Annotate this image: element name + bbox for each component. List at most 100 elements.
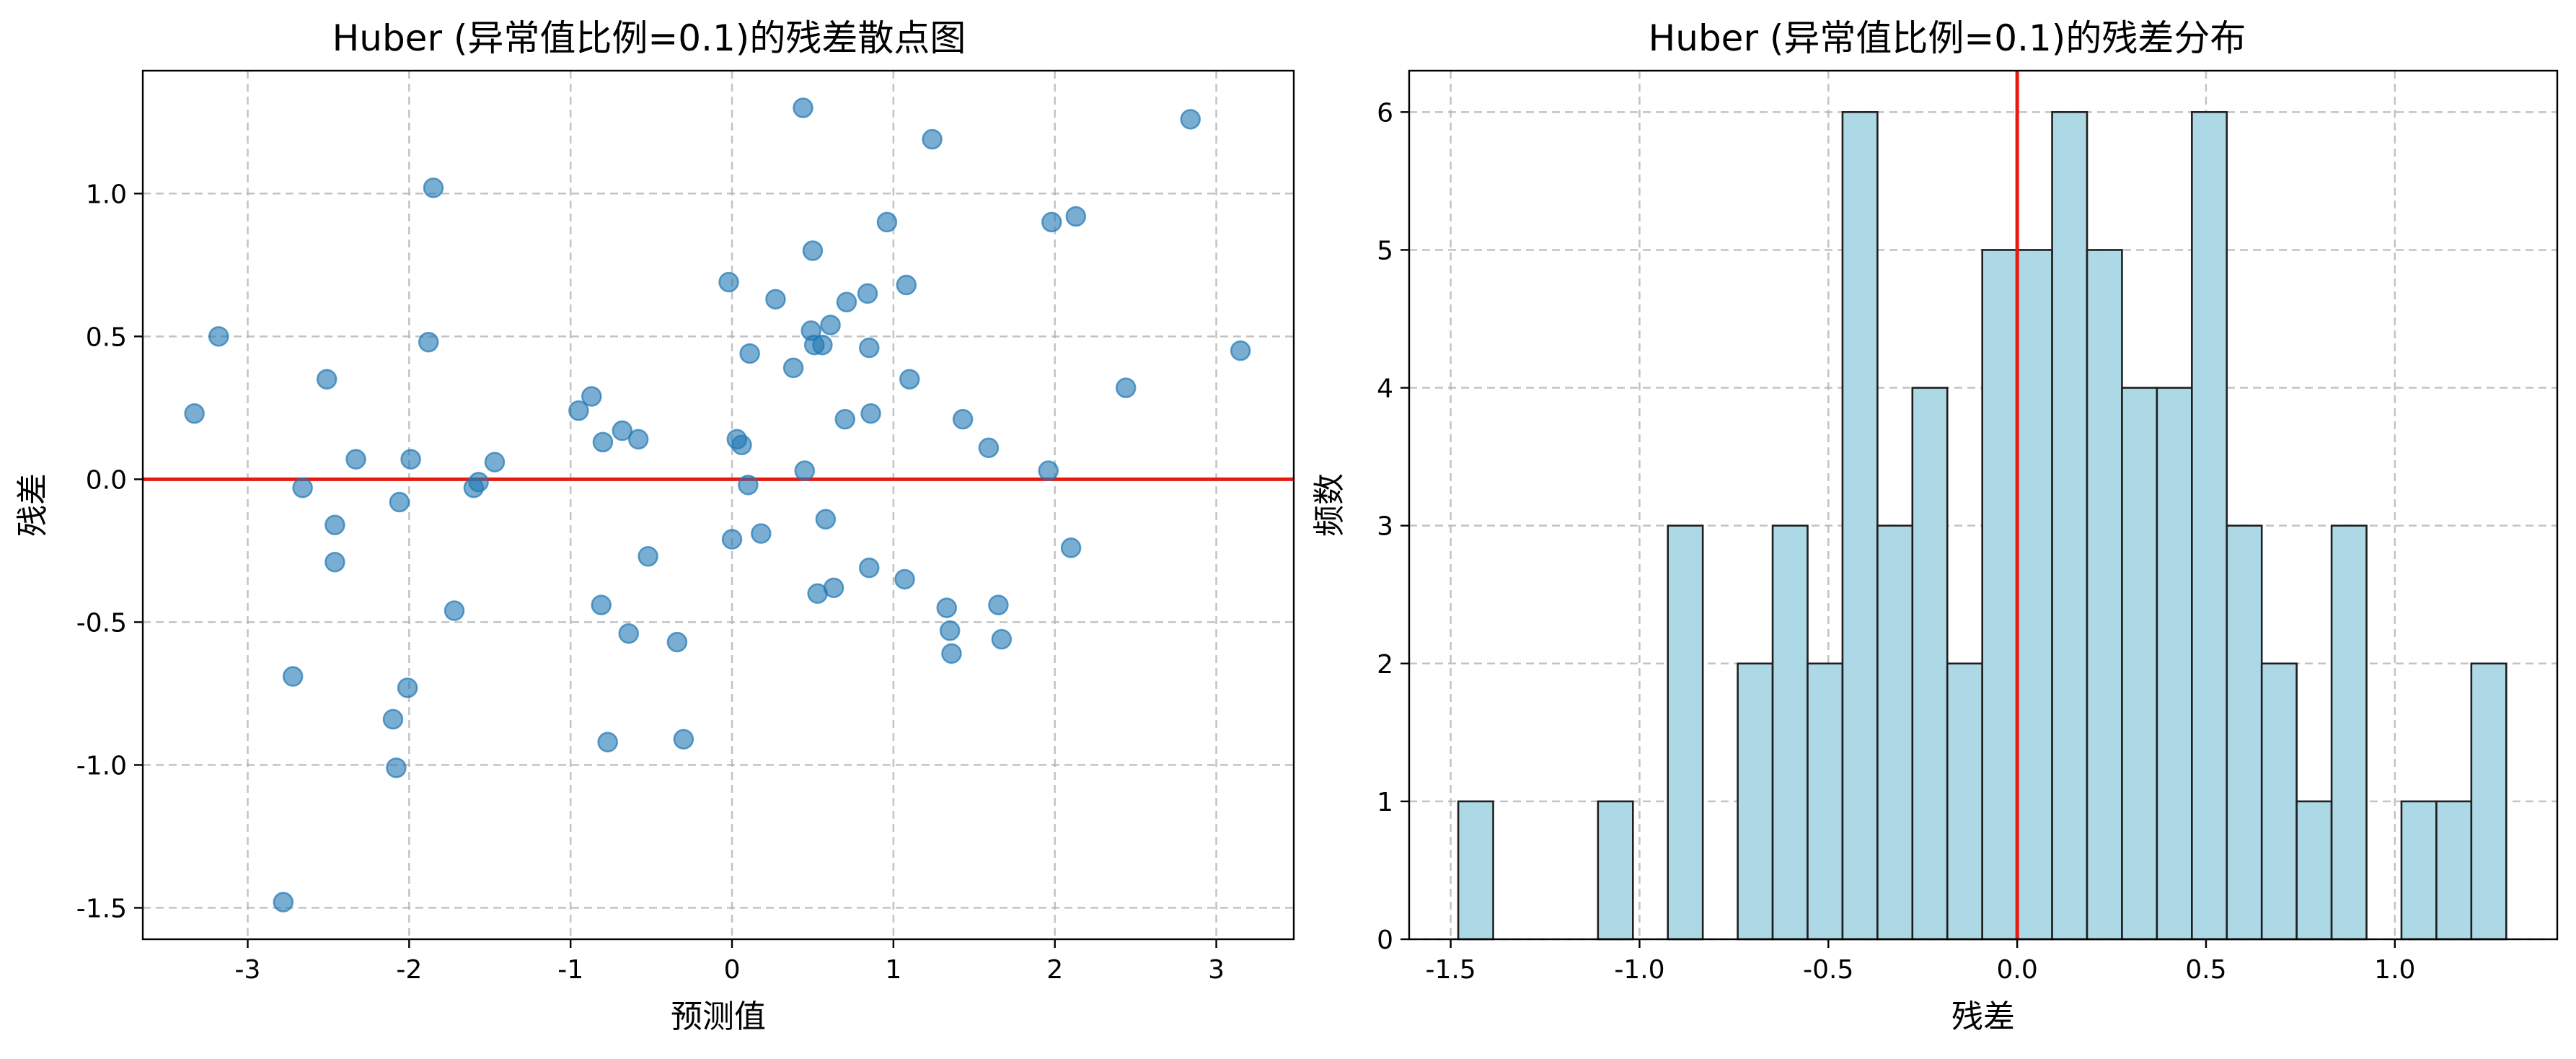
- scatter-point: [936, 597, 957, 618]
- histogram-bar: [2226, 524, 2263, 941]
- scatter-point: [1115, 377, 1137, 398]
- scatter-y-tick-label: -1.5: [76, 894, 127, 923]
- histogram-y-tick-label: 6: [1377, 98, 1393, 128]
- scatter-point: [802, 240, 824, 261]
- scatter-point: [292, 477, 313, 498]
- histogram-bar: [1771, 524, 1809, 941]
- histogram-x-tick-label: 1.0: [2374, 955, 2415, 985]
- histogram-bar: [2470, 662, 2507, 941]
- scatter-y-tick-label: 0.5: [86, 322, 127, 352]
- scatter-point: [859, 557, 880, 579]
- histogram-bar: [1981, 249, 2019, 941]
- histogram-bar: [2400, 800, 2438, 941]
- scatter-point: [382, 708, 404, 730]
- scatter-point: [978, 437, 1000, 459]
- scatter-x-label: 预测值: [671, 998, 766, 1035]
- scatter-point: [834, 408, 855, 430]
- histogram-x-tick-label: -1.5: [1425, 955, 1476, 985]
- scatter-point: [666, 631, 688, 653]
- histogram-bar: [2156, 387, 2193, 941]
- scatter-point: [325, 514, 345, 535]
- scatter-y-label: 残差: [14, 473, 51, 537]
- scatter-point: [952, 408, 974, 430]
- scatter-point: [991, 628, 1013, 650]
- scatter-point: [423, 177, 444, 198]
- scatter-point: [484, 452, 506, 473]
- scatter-point: [782, 357, 804, 379]
- histogram-bar: [1911, 387, 1949, 941]
- scatter-x-tick-label: -3: [235, 955, 261, 985]
- scatter-point: [386, 757, 407, 778]
- histogram-title: Huber (异常值比例=0.1)的残差分布: [1649, 17, 2246, 59]
- histogram-bar: [2121, 387, 2158, 941]
- histogram-y-tick-label: 1: [1377, 788, 1393, 817]
- scatter-point: [857, 283, 878, 304]
- scatter-point: [627, 429, 649, 450]
- scatter-x-ticks: -3 -2 -1 0 1 2 3: [235, 939, 1225, 985]
- histogram-bar: [2086, 249, 2123, 941]
- scatter-point: [591, 594, 612, 615]
- scatter-point: [812, 334, 833, 356]
- histogram-x-tick-label: -1.0: [1614, 955, 1664, 985]
- histogram-x-tick-label: 0.0: [1996, 955, 2037, 985]
- histogram-bar: [2295, 800, 2333, 941]
- scatter-point: [988, 594, 1009, 615]
- scatter-point: [673, 729, 694, 750]
- scatter-point: [721, 529, 743, 550]
- scatter-point: [618, 623, 640, 644]
- scatter-point: [718, 271, 739, 293]
- scatter-point: [823, 577, 844, 599]
- scatter-plot-frame: [141, 69, 1295, 941]
- scatter-point: [273, 892, 294, 913]
- scatter-point: [184, 403, 205, 424]
- histogram-bar: [1597, 800, 1634, 941]
- scatter-point: [794, 460, 816, 481]
- scatter-y-tick-label: 1.0: [86, 180, 127, 209]
- scatter-point: [568, 400, 589, 421]
- histogram-bar: [1876, 524, 1914, 941]
- histogram-bar: [1807, 662, 1844, 941]
- scatter-point: [876, 211, 898, 233]
- scatter-point: [325, 551, 345, 573]
- histogram-bar: [1737, 662, 1774, 941]
- scatter-point: [836, 291, 857, 313]
- scatter-point: [638, 546, 658, 567]
- histogram-y-tick-label: 2: [1377, 650, 1393, 680]
- scatter-point: [316, 369, 338, 390]
- histogram-plot-frame: [1408, 69, 2559, 941]
- scatter-y-tick-label: -0.5: [76, 608, 127, 638]
- histogram-bar: [2191, 111, 2228, 941]
- scatter-point: [793, 97, 813, 118]
- scatter-point: [400, 449, 421, 470]
- histogram-bar: [2016, 249, 2053, 941]
- scatter-point: [731, 434, 752, 456]
- histogram-y-label: 频数: [1311, 473, 1348, 537]
- scatter-point: [751, 523, 772, 544]
- scatter-point: [597, 731, 618, 752]
- scatter-x-tick-label: -1: [557, 955, 583, 985]
- scatter-point: [941, 643, 962, 664]
- scatter-point: [896, 274, 917, 296]
- scatter-point: [581, 386, 602, 407]
- scatter-gridlines: [143, 71, 1294, 939]
- scatter-points: [184, 97, 1251, 913]
- histogram-y-tick-label: 4: [1377, 374, 1393, 404]
- scatter-point: [208, 326, 229, 347]
- scatter-point: [389, 491, 410, 513]
- scatter-point: [1230, 340, 1251, 361]
- histogram-bar: [2051, 111, 2088, 941]
- histogram-bar: [2260, 662, 2298, 941]
- scatter-point: [282, 666, 304, 687]
- scatter-y-tick-label: -1.0: [76, 751, 127, 781]
- scatter-point: [1065, 206, 1087, 227]
- scatter-point: [815, 509, 837, 530]
- scatter-point: [739, 343, 760, 364]
- histogram-bars: [1457, 111, 2507, 941]
- scatter-point: [1180, 109, 1201, 130]
- scatter-point: [820, 315, 841, 335]
- scatter-point: [612, 420, 633, 441]
- histogram-y-tick-label: 0: [1377, 926, 1393, 955]
- scatter-point: [1060, 537, 1082, 558]
- histogram-panel: Huber (异常值比例=0.1)的残差分布 -1.5 -1.0 -0.5 0.0 0.…: [1311, 17, 2559, 1035]
